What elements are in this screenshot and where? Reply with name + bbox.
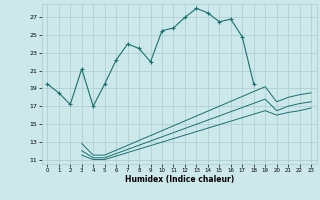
X-axis label: Humidex (Indice chaleur): Humidex (Indice chaleur)	[124, 175, 234, 184]
